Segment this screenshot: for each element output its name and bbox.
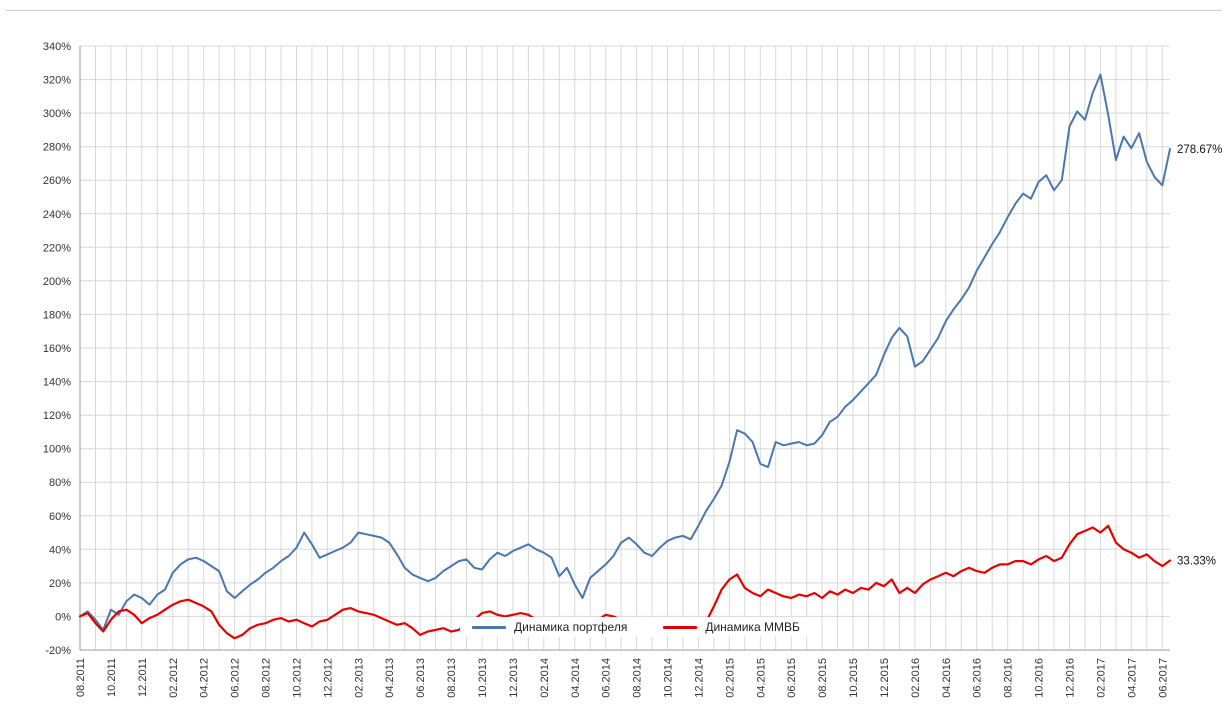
y-axis-labels: -20% 0% 20% 40% 60% 80% 100% 120% 140% 160% 180% 20… [43, 41, 71, 657]
svg-text:02.2012: 02.2012 [168, 658, 180, 698]
x-axis-labels: 08.2011 10.2011 12.2011 02.2012 04.2012 06.20… [75, 658, 1169, 698]
svg-text:02.2017: 02.2017 [1095, 658, 1107, 698]
svg-text:180%: 180% [43, 309, 71, 321]
svg-text:20%: 20% [49, 578, 71, 590]
svg-text:320%: 320% [43, 75, 71, 87]
svg-text:06.2012: 06.2012 [230, 658, 242, 698]
svg-text:12.2016: 12.2016 [1065, 658, 1077, 698]
svg-text:260%: 260% [43, 175, 71, 187]
svg-text:10.2016: 10.2016 [1034, 658, 1046, 698]
svg-text:140%: 140% [43, 377, 71, 389]
svg-text:-20%: -20% [45, 645, 71, 657]
svg-text:06.2016: 06.2016 [972, 658, 984, 698]
svg-text:10.2013: 10.2013 [477, 658, 489, 698]
svg-text:08.2011: 08.2011 [75, 658, 87, 697]
svg-text:06.2015: 06.2015 [786, 658, 798, 698]
svg-text:10.2014: 10.2014 [663, 658, 675, 698]
svg-text:220%: 220% [43, 242, 71, 254]
svg-text:08.2013: 08.2013 [446, 658, 458, 698]
legend-label-portfolio: Динамика портфеля [514, 620, 628, 634]
svg-text:300%: 300% [43, 108, 71, 120]
svg-text:12.2011: 12.2011 [137, 658, 149, 697]
svg-text:280%: 280% [43, 142, 71, 154]
svg-text:10.2012: 10.2012 [292, 658, 304, 698]
svg-text:08.2016: 08.2016 [1003, 658, 1015, 698]
legend-label-micex: Динамика ММВБ [705, 620, 800, 634]
axes [79, 46, 1170, 651]
svg-text:08.2014: 08.2014 [632, 658, 644, 698]
svg-text:02.2016: 02.2016 [910, 658, 922, 698]
svg-text:12.2014: 12.2014 [693, 658, 705, 698]
series-end-label-1: 33.33% [1177, 556, 1216, 568]
svg-text:08.2012: 08.2012 [261, 658, 273, 698]
svg-text:12.2015: 12.2015 [879, 658, 891, 698]
svg-text:12.2012: 12.2012 [322, 658, 334, 698]
svg-text:02.2013: 02.2013 [353, 658, 365, 698]
svg-text:02.2015: 02.2015 [724, 658, 736, 698]
svg-text:02.2014: 02.2014 [539, 658, 551, 698]
svg-text:100%: 100% [43, 444, 71, 456]
legend-item-portfolio: Динамика портфеля [472, 620, 627, 634]
svg-text:04.2013: 04.2013 [384, 658, 396, 698]
svg-text:04.2012: 04.2012 [199, 658, 211, 698]
svg-text:10.2011: 10.2011 [106, 658, 118, 697]
svg-text:06.2013: 06.2013 [415, 658, 427, 698]
svg-text:40%: 40% [49, 544, 71, 556]
micex-line-swatch [663, 625, 698, 629]
svg-text:160%: 160% [43, 343, 71, 355]
series-end-label-0: 278.67% [1177, 144, 1222, 156]
svg-text:04.2015: 04.2015 [755, 658, 767, 698]
svg-text:12.2013: 12.2013 [508, 658, 520, 698]
svg-text:06.2017: 06.2017 [1157, 658, 1169, 698]
svg-text:60%: 60% [49, 511, 71, 523]
series-line-0 [79, 73, 1171, 631]
svg-text:0%: 0% [55, 611, 71, 623]
svg-text:80%: 80% [49, 477, 71, 489]
svg-text:08.2015: 08.2015 [817, 658, 829, 698]
svg-text:10.2015: 10.2015 [848, 658, 860, 698]
svg-text:240%: 240% [43, 209, 71, 221]
portfolio-line-swatch [472, 625, 506, 629]
horizontal-gridlines [80, 45, 1170, 651]
legend-item-micex: Динамика ММВБ [663, 620, 800, 634]
svg-text:340%: 340% [43, 41, 71, 53]
chart-top-border [6, 10, 1222, 11]
svg-text:04.2017: 04.2017 [1126, 658, 1138, 698]
chart-legend: Динамика портфеля Динамика ММВБ [460, 617, 812, 637]
svg-text:200%: 200% [43, 276, 71, 288]
svg-text:04.2016: 04.2016 [941, 658, 953, 698]
svg-text:120%: 120% [43, 410, 71, 422]
svg-text:04.2014: 04.2014 [570, 658, 582, 698]
svg-text:06.2014: 06.2014 [601, 658, 613, 698]
